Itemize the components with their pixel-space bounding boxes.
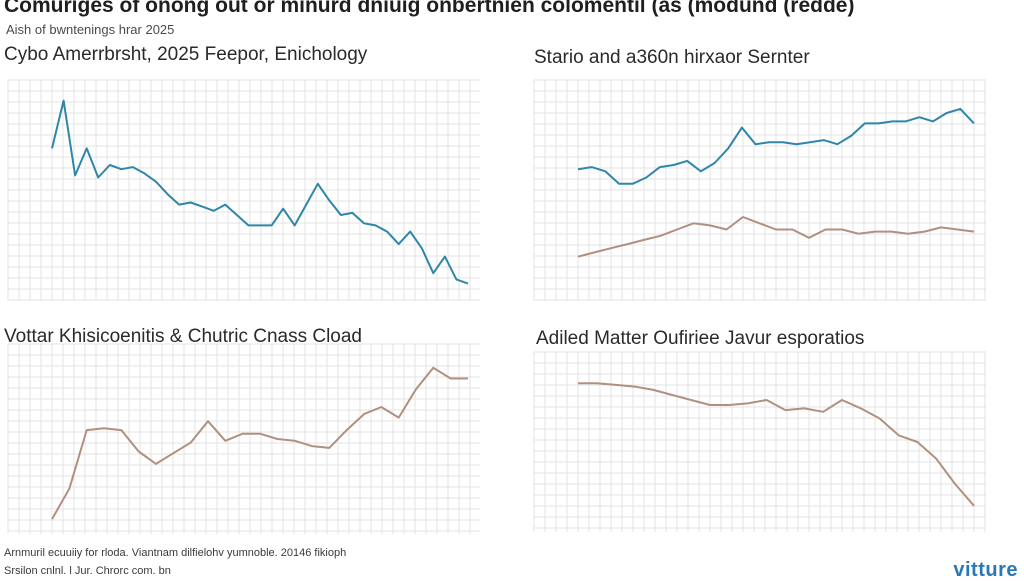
footer-note-2: Srsilon cnlnl. l Jur. Chrorc com. bn (4, 565, 171, 577)
grid (7, 79, 480, 301)
series-line-tan (578, 382, 975, 507)
brand-logo: vitture (953, 559, 1018, 581)
series-line-blue (51, 99, 469, 285)
grid (7, 343, 480, 534)
series-line-tan (51, 366, 468, 520)
subtitle: Aish of bwntenings hrar 2025 (6, 22, 175, 37)
panel-title-2: Stario and a360n hirxaor Sernter (534, 47, 810, 68)
chart-panel-2 (533, 79, 986, 301)
grid (533, 351, 986, 532)
panel-title-1: Cybo Amerrbrsht, 2025 Feepor, Enichology (4, 44, 368, 65)
panel-title-4: Adiled Matter Oufiriee Javur esporatios (536, 328, 865, 349)
chart-panel-3 (7, 343, 480, 534)
chart-panel-1 (7, 79, 480, 301)
grid (533, 79, 986, 301)
series-line-blue (577, 107, 975, 185)
main-title: Comuriges of onong out or minurd dniuig … (4, 0, 855, 17)
footer-note-1: Arnmuril ecuuiiy for rloda. Viantnam dil… (4, 547, 347, 559)
series-line-tan (577, 216, 975, 258)
chart-panel-4 (533, 351, 986, 532)
panel-title-3: Vottar Khisicoenitis & Chutric Cnass Clo… (4, 326, 362, 347)
